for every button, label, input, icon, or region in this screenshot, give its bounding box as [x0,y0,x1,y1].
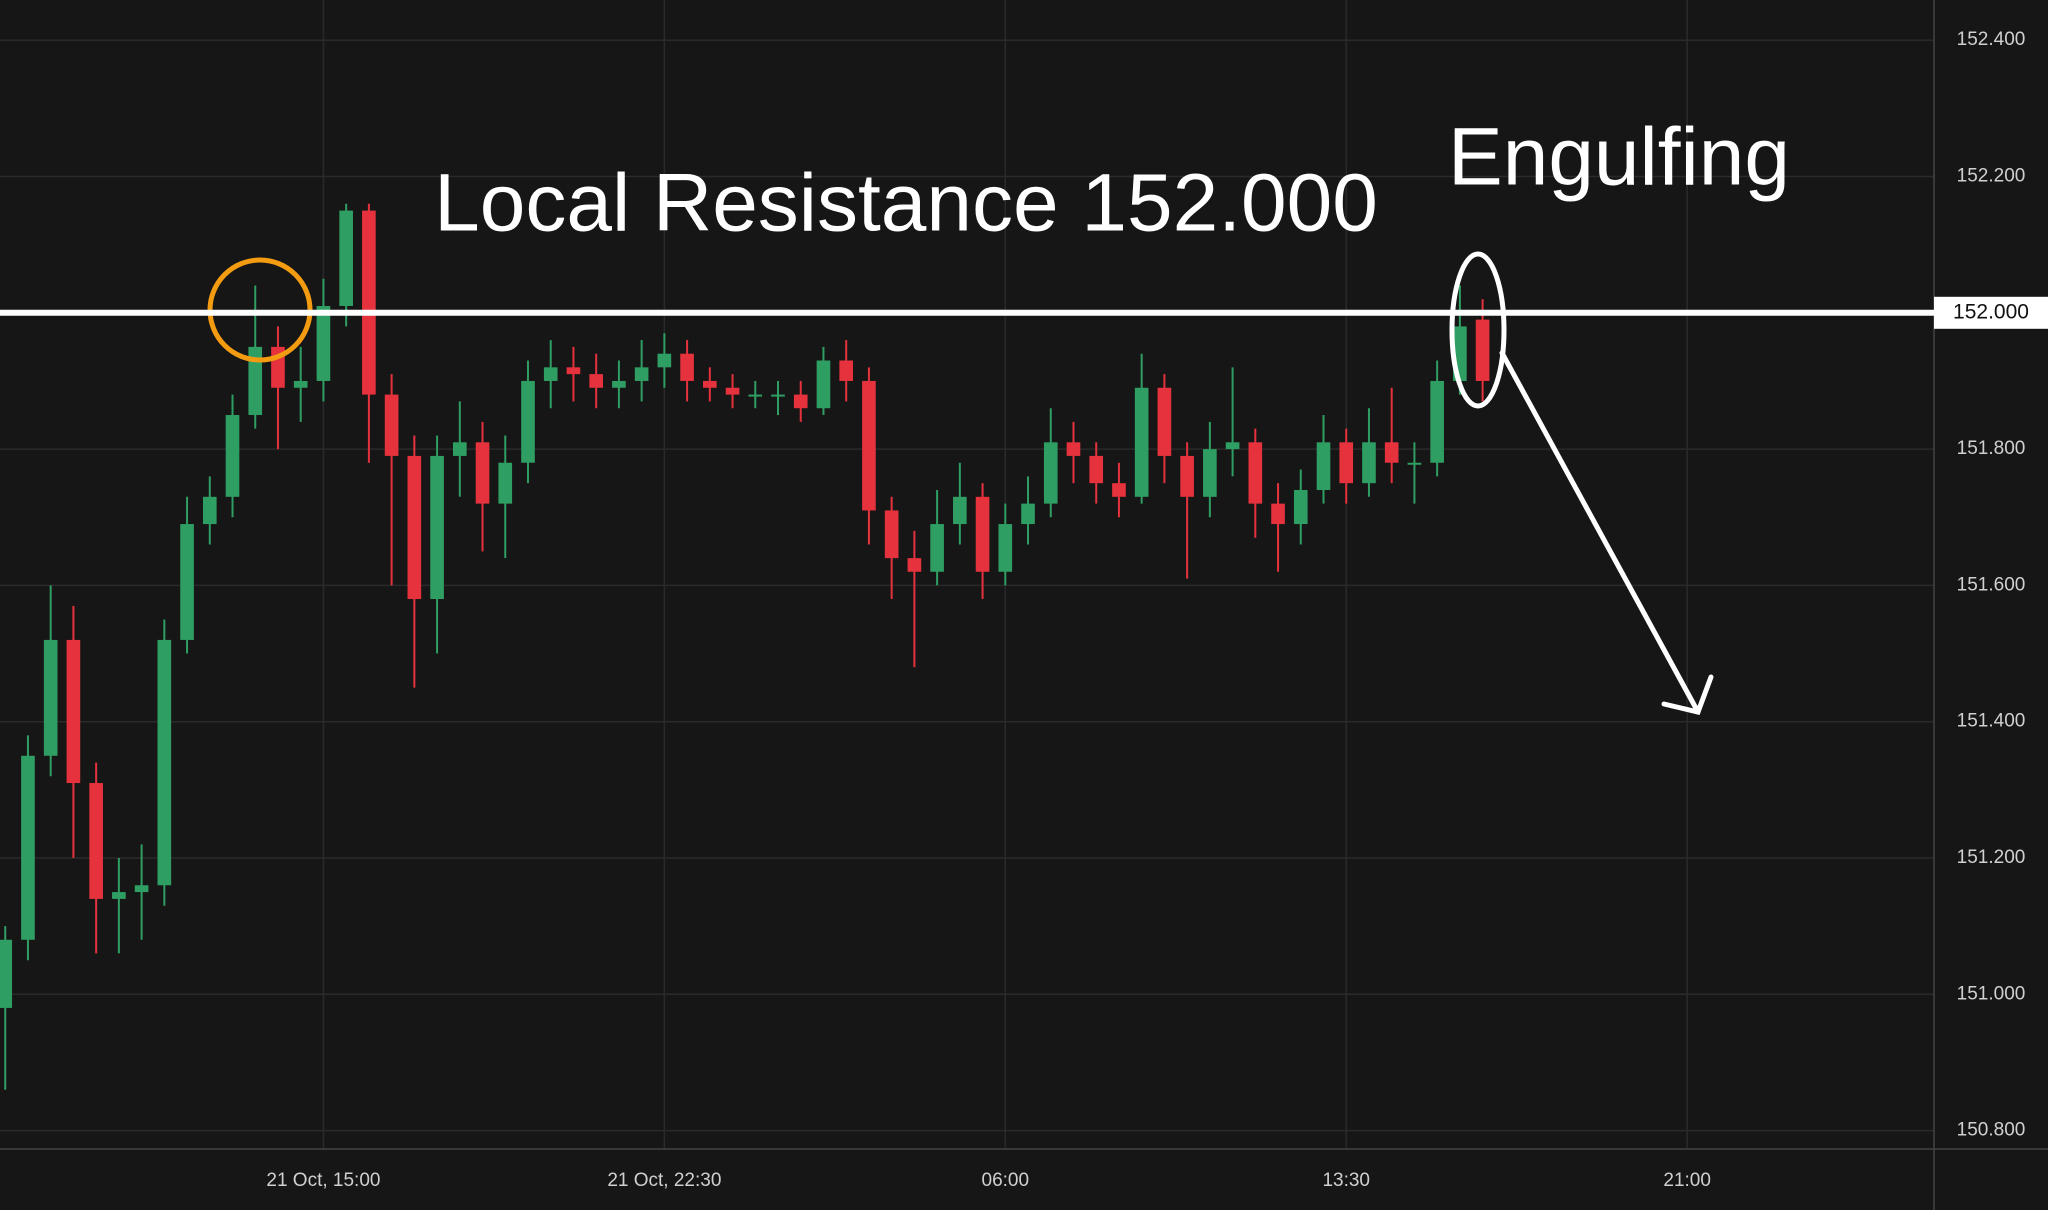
y-tick-label: 152.400 [1957,29,2026,50]
candle-body [1293,489,1308,525]
y-tick-label: 151.000 [1957,983,2026,1004]
candle-body [634,367,649,381]
candle-body [771,394,785,397]
candle-body [66,639,81,784]
y-tick-label: 151.600 [1957,574,2026,595]
candle-body [839,360,854,381]
candle-body [1362,442,1376,484]
candle-body [793,394,808,409]
candle-body [816,360,831,409]
candle-body [1225,442,1240,450]
candle-body [703,380,717,388]
candle-body [384,394,399,456]
candle-body [1384,442,1399,463]
candle-body [362,210,376,395]
candle-body [1157,387,1172,456]
candle-body [180,524,194,640]
candle-body [725,387,740,395]
candle-body [1339,442,1354,484]
resistance-label: 152.000 [1953,300,2029,323]
y-tick-label: 151.400 [1957,711,2026,732]
candle-body [157,639,172,886]
candle-body [430,455,444,600]
y-tick-label: 151.800 [1957,438,2026,459]
candle-body [0,939,13,1008]
down-arrow [1499,350,1714,715]
x-tick-label: 21:00 [1663,1170,1711,1191]
candle-body [498,462,513,504]
candle-body [475,442,490,504]
x-tick-label: 21 Oct, 22:30 [607,1170,721,1191]
candle-body [1475,319,1490,381]
candle-body [975,496,990,572]
x-tick-label: 21 Oct, 15:00 [266,1170,380,1191]
candle-body [1043,442,1058,504]
candle-body [89,783,103,899]
candle-body [521,380,535,463]
candle-body [907,558,922,572]
highlight-ellipse [1449,251,1507,409]
arrow-head [1661,674,1714,715]
y-tick-label: 150.800 [1957,1120,2026,1141]
y-tick-label: 151.200 [1957,847,2026,868]
arrow-shaft [1499,350,1701,715]
candle-body [612,380,626,388]
candle-body [1407,462,1422,465]
candle-body [998,524,1013,572]
candle-body [1089,455,1104,484]
candle-body [407,455,422,600]
candle-body [953,496,967,525]
candle-body [748,394,763,397]
candle-body [680,353,694,381]
candle-body [1203,449,1217,497]
candle-body [248,346,263,416]
candles [0,203,1490,1090]
annotation-engulfing: Engulfing [1448,112,1790,203]
candle-body [293,380,308,388]
candle-body [202,496,217,525]
candle-body [862,380,876,511]
x-tick-label: 06:00 [982,1170,1030,1191]
candle-body [1066,442,1081,456]
candle-body [1134,387,1149,497]
candle-body [1430,380,1444,463]
candle-body [134,885,149,893]
candle-body [1271,503,1285,525]
axis-labels: 150.800 151.000 151.200 151.400 151.600 151.8… [266,29,2025,1191]
candle-body [1248,442,1263,504]
candle-body [316,305,331,381]
candle-body [112,892,126,899]
candle-body [884,510,899,559]
candle-body [225,415,240,497]
candle-body [1021,503,1035,525]
candle-body [43,639,58,756]
annotation-resistance: Local Resistance 152.000 [434,158,1378,249]
candle-body [566,367,581,375]
candle-body [452,442,467,456]
candle-body [21,755,35,940]
candle-body [657,353,672,368]
candle-body [339,210,353,306]
candle-body [1316,442,1331,490]
candle-body [1112,483,1126,497]
candle-body [543,367,558,381]
candle-body [1180,455,1194,497]
y-tick-label: 152.200 [1957,166,2026,187]
x-tick-label: 13:30 [1322,1170,1370,1191]
candle-body [930,524,944,572]
resistance-label-box [1934,296,2048,329]
candle-body [589,374,603,388]
